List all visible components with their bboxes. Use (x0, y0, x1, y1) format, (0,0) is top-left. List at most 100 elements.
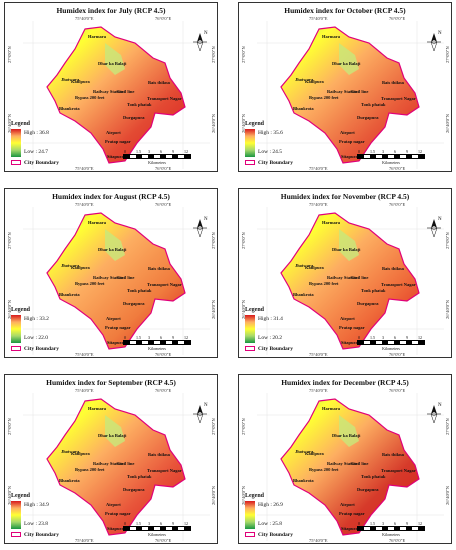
place-label: Pratap nagar (339, 139, 365, 144)
latitude-label: 26°40'0"N (211, 486, 216, 505)
place-label: Durgapura (357, 115, 379, 120)
place-label: Bypass 200 feet (309, 467, 339, 472)
place-label: Kanlpura (305, 79, 324, 84)
place-label: Durgapura (123, 301, 145, 306)
scale-bar: 0 1.5 3 6 9 12 Kilometers (357, 335, 425, 351)
scale-tick: 0 (124, 335, 126, 340)
place-label: Bypass 200 feet (75, 95, 105, 100)
map-canvas (257, 207, 444, 355)
city-raster (46, 26, 186, 164)
place-label: Harmara (88, 220, 106, 225)
place-label: Tranasport Nagar (381, 96, 416, 101)
color-ramp (245, 315, 255, 343)
latitude-label: 27°0'0"N (445, 418, 450, 435)
scale-tick: 3 (148, 335, 150, 340)
panel-title: Humidex index for December (RCP 4.5) (281, 378, 409, 387)
latitude-label: 27°0'0"N (211, 232, 216, 249)
place-label: Kanlpura (71, 265, 90, 270)
place-label: Jhotwara (295, 449, 314, 454)
scale-tick: 1.5 (136, 521, 141, 526)
north-label: N (438, 217, 442, 222)
north-arrow-icon: N (425, 217, 443, 239)
place-label: Jhotwara (295, 263, 314, 268)
scale-tick: 9 (406, 335, 408, 340)
panel-title: Humidex index for July (RCP 4.5) (56, 6, 166, 15)
place-label: Airport (106, 502, 121, 507)
legend-high: High : 26.9 (258, 502, 283, 508)
scale-tick: 3 (382, 149, 384, 154)
city-boundary-label: City Boundary (24, 532, 59, 538)
city-boundary-legend: City Boundary (11, 346, 59, 352)
color-ramp (245, 129, 255, 157)
scale-tick: 1.5 (370, 149, 375, 154)
scale-unit: Kilometers (148, 160, 166, 165)
latitude-label: 27°0'0"N (241, 46, 246, 63)
place-label: Civil line (117, 89, 135, 94)
longitude-label: 75°40'0"E (309, 388, 328, 393)
place-label: Harmara (88, 406, 106, 411)
scale-tick: 3 (382, 335, 384, 340)
panel-title: Humidex index for October (RCP 4.5) (284, 6, 406, 15)
place-label: Railway Station (327, 89, 358, 94)
place-label: Jhotwara (61, 449, 80, 454)
scale-tick: 3 (382, 521, 384, 526)
place-label: Civil line (117, 461, 135, 466)
legend-low: Low : 22.0 (24, 335, 48, 341)
city-raster (280, 26, 420, 164)
legend-low: Low : 23.8 (24, 521, 48, 527)
legend-title: Legend (11, 121, 31, 127)
longitude-label: 75°40'0"E (309, 538, 328, 543)
place-label: Tonk phatak (361, 288, 386, 293)
longitude-label: 76°0'0"E (155, 352, 172, 357)
scale-tick: 6 (394, 521, 396, 526)
city-boundary-legend: City Boundary (245, 346, 293, 352)
scale-tick: 6 (394, 149, 396, 154)
city-boundary-legend: City Boundary (11, 532, 59, 538)
place-label: Bais thikna (382, 266, 404, 271)
longitude-label: 76°0'0"E (389, 166, 406, 171)
scale-tick: 1.5 (370, 521, 375, 526)
legend-title: Legend (245, 307, 265, 313)
place-label: Bhankrota (59, 292, 80, 297)
scale-tick: 1.5 (136, 335, 141, 340)
latitude-label: 27°0'0"N (445, 46, 450, 63)
legend-low: Low : 25.8 (258, 521, 282, 527)
boundary-swatch (245, 160, 255, 166)
scale-tick: 6 (160, 149, 162, 154)
north-arrow-icon: N (425, 31, 443, 53)
longitude-label: 76°0'0"E (155, 538, 172, 543)
place-label: Dhar ka Balaji (98, 61, 127, 66)
scale-tick: 6 (160, 335, 162, 340)
boundary-swatch (11, 346, 21, 352)
longitude-label: 75°40'0"E (75, 166, 94, 171)
longitude-label: 76°0'0"E (389, 202, 406, 207)
scale-tick: 9 (172, 149, 174, 154)
place-label: Railway Station (93, 461, 124, 466)
legend-title: Legend (245, 121, 265, 127)
latitude-label: 26°40'0"N (445, 114, 450, 133)
latitude-label: 27°0'0"N (241, 418, 246, 435)
map-canvas (257, 21, 444, 169)
place-label: Tranasport Nagar (381, 468, 416, 473)
legend-high: High : 35.6 (258, 130, 283, 136)
place-label: Bhankrota (59, 478, 80, 483)
place-label: Harmara (322, 220, 340, 225)
legend-title: Legend (11, 493, 31, 499)
north-label: N (204, 31, 208, 36)
longitude-label: 75°40'0"E (309, 202, 328, 207)
place-label: Railway Station (93, 275, 124, 280)
city-boundary-label: City Boundary (258, 532, 293, 538)
map-panel: Humidex index for October (RCP 4.5) 75°40… (238, 2, 452, 172)
place-label: Durgapura (357, 301, 379, 306)
scale-tick: 1.5 (370, 335, 375, 340)
latitude-label: 27°0'0"N (211, 46, 216, 63)
scale-bar: 0 1.5 3 6 9 12 Kilometers (123, 521, 191, 537)
legend: Legend High : 34.9 Low : 23.8 (11, 493, 49, 529)
place-label: Kanlpura (305, 265, 324, 270)
longitude-label: 75°40'0"E (309, 352, 328, 357)
legend: Legend High : 36.8 Low : 24.7 (11, 121, 49, 157)
city-raster (280, 212, 420, 350)
place-label: Harmara (322, 406, 340, 411)
longitude-label: 75°40'0"E (75, 538, 94, 543)
north-arrow-icon: N (191, 217, 209, 239)
